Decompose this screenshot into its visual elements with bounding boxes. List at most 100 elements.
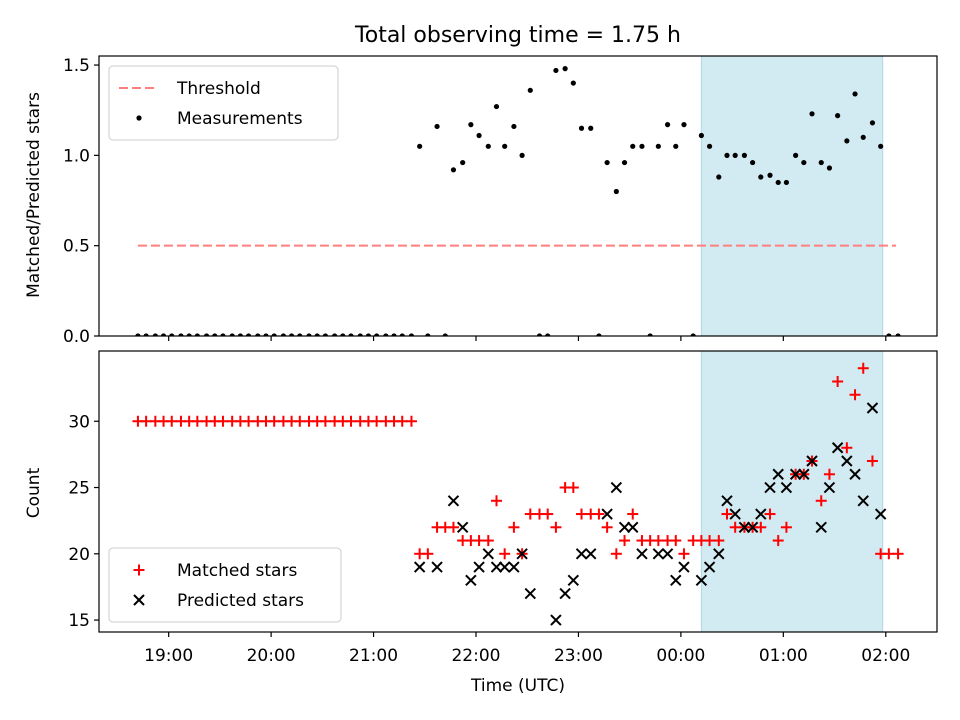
predicted-star-point [559,587,571,600]
measurement-point [450,167,457,173]
predicted-star-point [713,548,725,560]
matched-star-point [371,415,383,427]
predicted-star-point [831,442,844,454]
matched-star-point [823,468,835,480]
measurement-point [844,138,850,144]
legend: Matched stars Predicted stars [108,547,342,623]
y-tick-label: 20 [68,545,90,565]
matched-star-point [345,415,357,427]
predicted-star-point [524,587,537,600]
predicted-star-point [755,508,767,520]
predicted-star-point [627,521,639,533]
predicted-star-point [508,561,520,573]
matched-star-point [780,521,792,533]
measurement-point [391,333,397,336]
matched-star-point [567,482,579,494]
predicted-star-point [636,548,648,560]
matched-star-point [268,415,280,427]
legend-entry: Matched stars [133,561,297,581]
measurement-point [383,333,389,336]
legend: Threshold Measurements [108,65,339,141]
measurement-point [186,333,192,336]
measurement-point [152,333,158,336]
matched-star-point [866,455,878,467]
predicted-star-point [738,521,751,533]
legend-label: Threshold [176,79,261,99]
predicted-star-point [465,574,477,587]
predicted-star-point [670,574,682,587]
y-tick-label: 25 [68,479,90,499]
matched-star-point [892,548,904,560]
matched-star-point [704,535,716,547]
axes-frame [98,350,938,633]
predicted-star-point [729,508,741,520]
predicted-star-point [567,574,580,587]
measurement-point [869,120,876,126]
measurement-point [135,333,141,336]
x-axis-label: Time (UTC) [470,676,565,696]
measurement-point [322,333,329,336]
predicted-star-point [447,495,460,507]
x-tick-label: 22:00 [451,646,500,666]
measurement-point [835,113,841,119]
matched-star-point [550,521,562,533]
matched-star-point [678,548,690,560]
legend-label: Measurements [177,109,303,129]
predicted-star-point [789,468,802,480]
measurement-point [553,67,559,74]
measurement-point [288,333,295,336]
measurement-point [878,143,884,149]
matched-star-point [542,508,554,520]
legend-label: Matched stars [177,561,297,581]
series-predicted-stars [413,402,887,626]
y-tick-label: 1.0 [63,146,90,166]
measurement-point [143,333,149,336]
measurement-point [852,91,858,97]
legend-box [108,65,339,141]
matched-star-point [482,535,494,547]
predicted-star-point [678,561,690,573]
matched-star-point [764,508,776,520]
measurement-point [639,143,645,149]
predicted-star-point [498,561,511,573]
measurement-point [169,333,175,336]
ratio-panel: 0.0 0.5 1.0 1.5 Matched/Predicted stars Thres… [24,55,938,347]
measurement-point [681,122,687,128]
measurement-point [160,333,167,336]
predicted-star-point [823,481,836,494]
measurement-point [588,125,594,131]
x-tick-label: 01:00 [759,646,808,666]
measurement-point [801,159,807,166]
predicted-star-point [456,521,469,533]
observing-window-shade [700,351,884,632]
predicted-star-point [482,548,494,560]
measurement-point [630,143,636,149]
measurement-point [621,159,628,166]
predicted-star-point [857,495,869,507]
measurement-point [374,333,380,336]
matched-star-point [670,535,682,547]
measurement-point [860,134,866,140]
measurement-point [655,143,661,149]
measurement-point [724,152,730,158]
measurement-point [306,333,312,336]
matched-star-point [627,508,639,520]
predicted-star-point [780,481,793,494]
measurement-point [245,333,252,336]
y-axis-label: Count [24,467,44,518]
measurement-point [332,333,338,336]
predicted-star-point [806,455,818,467]
matched-star-point [490,495,502,507]
predicted-star-point [575,548,588,560]
legend-entry: Threshold [119,79,261,99]
matched-star-point [729,521,741,533]
measurement-point [895,333,901,336]
x-tick-label: 00:00 [656,646,705,666]
predicted-star-point [841,455,853,467]
predicted-star-point [585,548,597,560]
matched-star-point [473,535,485,547]
predicted-star-point [695,574,708,587]
measurement-point [194,333,200,336]
measurement-point [485,143,491,149]
y-tick-label: 1.5 [63,56,90,76]
